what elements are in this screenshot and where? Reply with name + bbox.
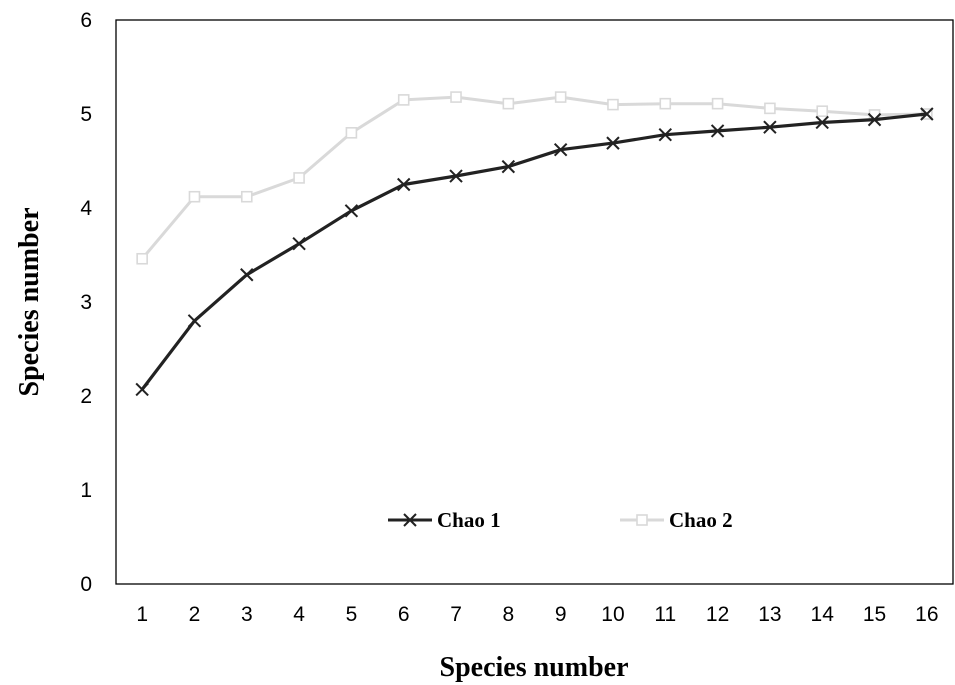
x-marker [240,268,254,282]
x-tick-label: 3 [241,603,253,626]
y-tick-label: 1 [80,479,92,502]
x-axis-title: Species number [440,652,629,683]
square-marker [450,91,462,103]
legend-label: Chao 2 [669,508,733,532]
x-marker [658,127,672,142]
x-marker [710,124,725,138]
square-marker [240,190,253,203]
x-tick-label: 15 [863,603,886,626]
square-marker [816,105,829,117]
legend-label: Chao 1 [437,508,501,532]
series-group [135,91,934,397]
square-marker [188,190,201,203]
x-marker [449,169,463,183]
y-axis-title: Species number [14,208,45,397]
x-marker [501,159,516,174]
x-marker [606,136,620,150]
plot-frame [115,19,954,585]
x-marker [135,382,149,397]
x-tick-label: 2 [189,603,201,626]
square-marker [554,91,567,103]
x-tick-label: 6 [398,603,410,626]
square-marker [136,252,148,265]
square-marker [607,98,619,111]
x-marker [867,112,882,127]
x-tick-label: 9 [555,603,567,626]
series-chao-2 [136,91,933,265]
x-tick-label: 16 [915,603,938,626]
legend-item: Chao 1 [388,508,501,532]
x-tick-label: 4 [293,603,305,626]
x-marker [815,115,829,130]
x-tick-label: 1 [136,603,148,626]
square-marker [397,94,410,106]
x-tick-label: 5 [346,603,358,626]
y-tick-label: 5 [80,103,92,126]
x-tick-label: 7 [450,603,462,626]
x-tick-labels: 1 2 3 4 5 6 7 8 9 10 11 12 13 14 15 16 [136,603,938,626]
x-marker [553,143,568,157]
square-marker [636,514,648,526]
series-chao-1 [135,107,934,397]
x-marker [187,314,202,328]
y-tick-label: 4 [80,197,92,220]
legend-item: Chao 2 [620,508,733,532]
x-tick-label: 14 [811,603,835,626]
y-tick-label: 0 [80,573,92,596]
x-tick-label: 13 [758,603,781,626]
square-marker [711,97,724,110]
series-line [140,112,927,391]
series-line [141,95,927,260]
y-tick-label: 2 [80,385,92,408]
y-tick-label: 3 [80,291,92,314]
square-marker [502,97,515,110]
square-marker [345,127,358,139]
y-tick-label: 6 [80,9,92,32]
x-tick-label: 10 [601,603,624,626]
x-tick-label: 8 [503,603,515,626]
x-tick-label: 11 [654,603,676,626]
x-marker [397,177,411,192]
x-marker [920,107,934,121]
square-marker [293,172,305,184]
x-tick-label: 12 [706,603,729,626]
x-marker [763,120,777,134]
x-marker [292,237,306,251]
square-marker [764,102,776,115]
x-marker [344,204,359,218]
x-marker [403,513,417,527]
square-marker [659,97,672,110]
y-tick-labels: 0 1 2 3 4 5 6 [80,9,92,596]
legend: Chao 1 Chao 2 [388,508,733,532]
